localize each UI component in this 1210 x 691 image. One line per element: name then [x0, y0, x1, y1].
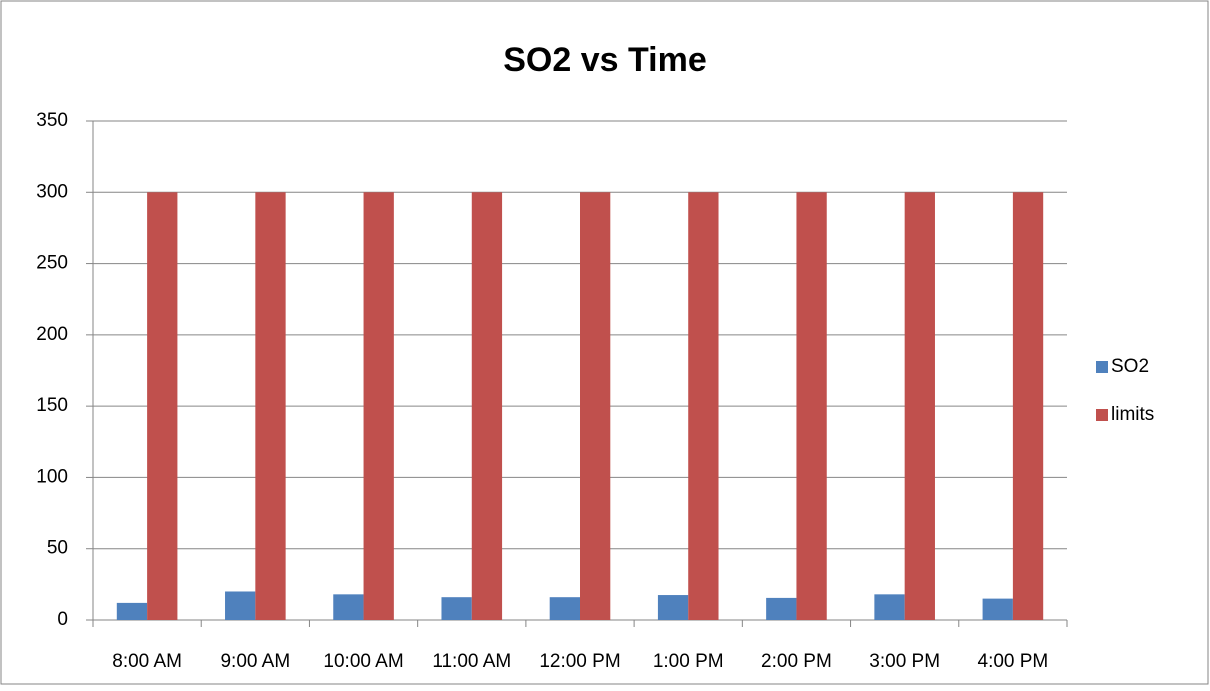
- bar: [255, 192, 286, 621]
- bar: [147, 192, 178, 621]
- x-tick-label: 3:00 PM: [869, 651, 940, 672]
- legend-swatch: [1096, 361, 1108, 373]
- y-tick-label: 200: [36, 324, 68, 345]
- y-tick-label: 350: [36, 110, 68, 131]
- bar: [982, 598, 1013, 620]
- y-tick-label: 50: [47, 538, 68, 559]
- x-tick-label: 1:00 PM: [653, 651, 724, 672]
- bar: [688, 192, 719, 621]
- bar: [549, 597, 580, 620]
- legend-label: limits: [1111, 404, 1154, 425]
- bar: [441, 597, 472, 620]
- bar: [225, 591, 256, 620]
- y-tick-label: 150: [36, 395, 68, 416]
- bar: [116, 602, 148, 620]
- bar: [363, 192, 394, 621]
- x-tick-label: 9:00 AM: [220, 651, 290, 672]
- legend-label: SO2: [1111, 356, 1149, 377]
- bar: [657, 595, 689, 620]
- legend-swatch: [1096, 409, 1108, 421]
- x-tick-label: 8:00 AM: [112, 651, 182, 672]
- bar: [580, 192, 611, 621]
- bar: [796, 192, 827, 621]
- y-tick-label: 300: [36, 181, 68, 202]
- bar: [874, 594, 905, 620]
- chart-title: SO2 vs Time: [503, 41, 707, 79]
- y-tick-label: 100: [36, 466, 68, 487]
- bar: [333, 594, 364, 620]
- bar: [904, 192, 935, 621]
- x-tick-label: 11:00 AM: [432, 651, 511, 672]
- bar: [1012, 192, 1044, 621]
- bar: [766, 597, 797, 620]
- x-tick-label: 2:00 PM: [761, 651, 832, 672]
- y-tick-label: 250: [36, 253, 68, 274]
- y-tick-label: 0: [57, 609, 68, 630]
- x-tick-label: 4:00 PM: [978, 651, 1049, 672]
- x-tick-label: 10:00 AM: [323, 651, 403, 672]
- bar: [471, 192, 503, 621]
- x-tick-label: 12:00 PM: [539, 651, 620, 672]
